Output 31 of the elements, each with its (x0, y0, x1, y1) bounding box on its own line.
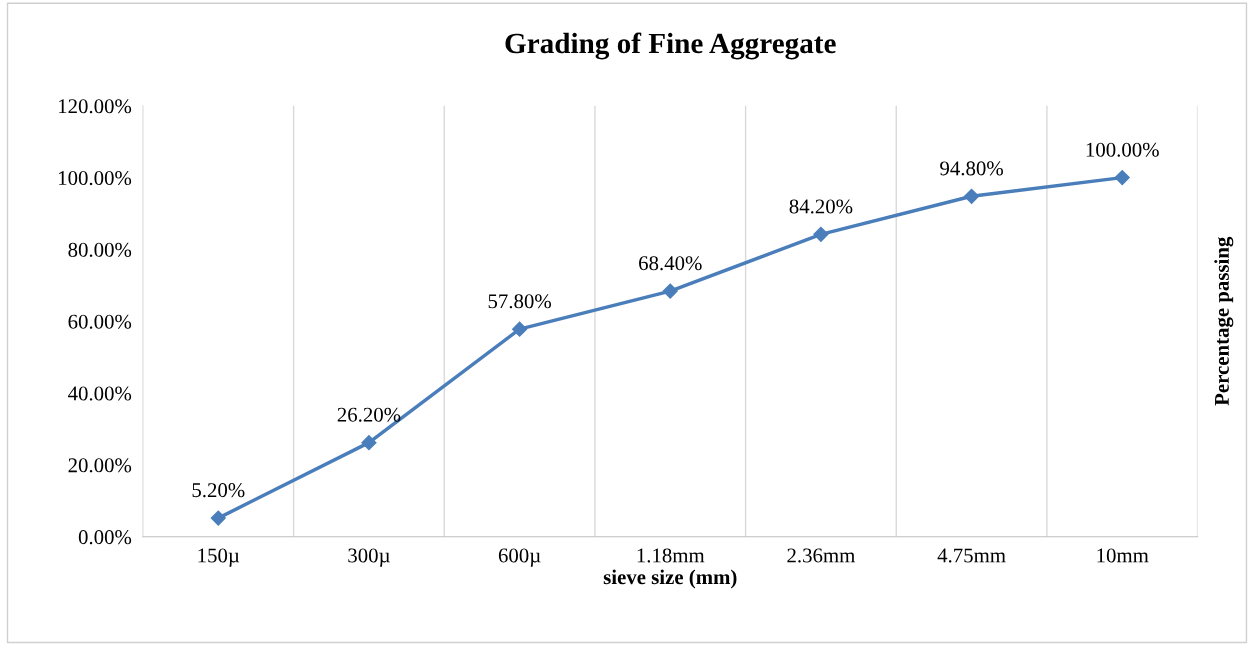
point (662, 283, 678, 299)
y-axis-title: Percentage passing (1214, 236, 1234, 406)
data-label: 84.20% (789, 199, 853, 214)
x-tick-label: 600µ (498, 548, 541, 567)
data-label: 100.00% (1086, 142, 1159, 157)
y-tick-label: 80.00% (68, 242, 132, 257)
y-tick-label: 100.00% (59, 170, 132, 186)
data-label: 5.20% (192, 483, 245, 498)
x-axis-title: sieve size (mm) (603, 569, 737, 589)
y-tick-label: 20.00% (68, 458, 132, 473)
y-tick-label: 0.00% (78, 530, 132, 545)
x-tick-label: 300µ (348, 548, 390, 567)
data-label: 26.20% (337, 407, 401, 422)
x-tick-label: 1.18mm (637, 548, 705, 563)
y-tick-label: 120.00% (59, 99, 132, 114)
point (210, 510, 226, 526)
y-tick-label: 60.00% (68, 314, 132, 329)
x-tick-label: 10mm (1097, 548, 1149, 563)
point (813, 226, 829, 242)
point (361, 435, 377, 451)
x-tick-label: 4.75mm (937, 548, 1006, 563)
point (1114, 170, 1130, 186)
y-tick-label: 40.00% (68, 386, 132, 401)
data-label: 68.40% (639, 256, 702, 271)
point (512, 321, 528, 337)
x-tick-label: 150µ (198, 548, 240, 567)
data-label: 57.80% (488, 294, 552, 309)
data-label: 94.80% (940, 161, 1003, 176)
chart-title: Grading of Fine Aggregate (505, 32, 836, 60)
x-tick-label: 2.36mm (787, 548, 856, 563)
point (964, 188, 980, 204)
